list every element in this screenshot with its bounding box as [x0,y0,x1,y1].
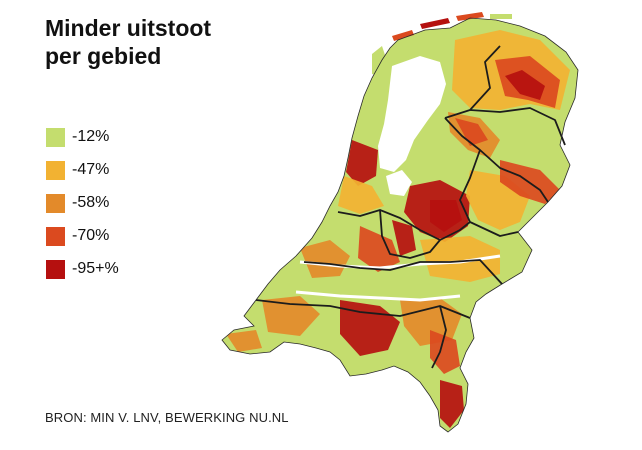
emission-zone [358,226,400,272]
island-texel [372,46,386,76]
legend-swatch [46,127,65,147]
legend-label: -58% [72,194,110,211]
emission-zone [430,200,462,232]
legend-item-95: -95+% [46,258,119,280]
emission-zone [392,220,416,256]
island [490,14,512,19]
emission-zone [262,296,320,336]
river-water [295,290,461,302]
legend-label: -95+% [72,260,119,277]
title-line-1: Minder uitstoot [45,15,212,41]
legend-item-70: -70% [46,225,119,247]
emission-zone [338,176,384,214]
emission-zone [400,298,462,346]
legend: -12% -47% -58% -70% -95+% [46,126,119,291]
legend-swatch [46,160,65,180]
emission-zone [300,240,350,278]
source-note: BRON: MIN V. LNV, BEWERKING NU.NL [45,410,289,425]
province-boundaries [255,45,566,369]
legend-swatch [46,226,65,246]
legend-label: -70% [72,227,110,244]
markermeer-water [386,170,412,196]
wadden-islands [372,12,512,76]
emission-zone [455,118,488,146]
title: Minder uitstoot per gebied [45,14,211,70]
legend-label: -47% [72,161,110,178]
emission-zone [430,330,460,374]
island [420,18,450,29]
legend-swatch [46,193,65,213]
emission-zone [226,330,262,352]
emission-zone [440,380,464,428]
emission-zone [420,236,500,282]
title-line-2: per gebied [45,43,162,69]
ijsselmeer-water [378,56,446,172]
legend-item-47: -47% [46,159,119,181]
emission-zone [346,140,378,186]
legend-item-58: -58% [46,192,119,214]
island [456,12,484,21]
emission-zone [505,70,545,100]
legend-label: -12% [72,128,110,145]
legend-swatch [46,259,65,279]
island [392,30,414,41]
legend-item-12: -12% [46,126,119,148]
